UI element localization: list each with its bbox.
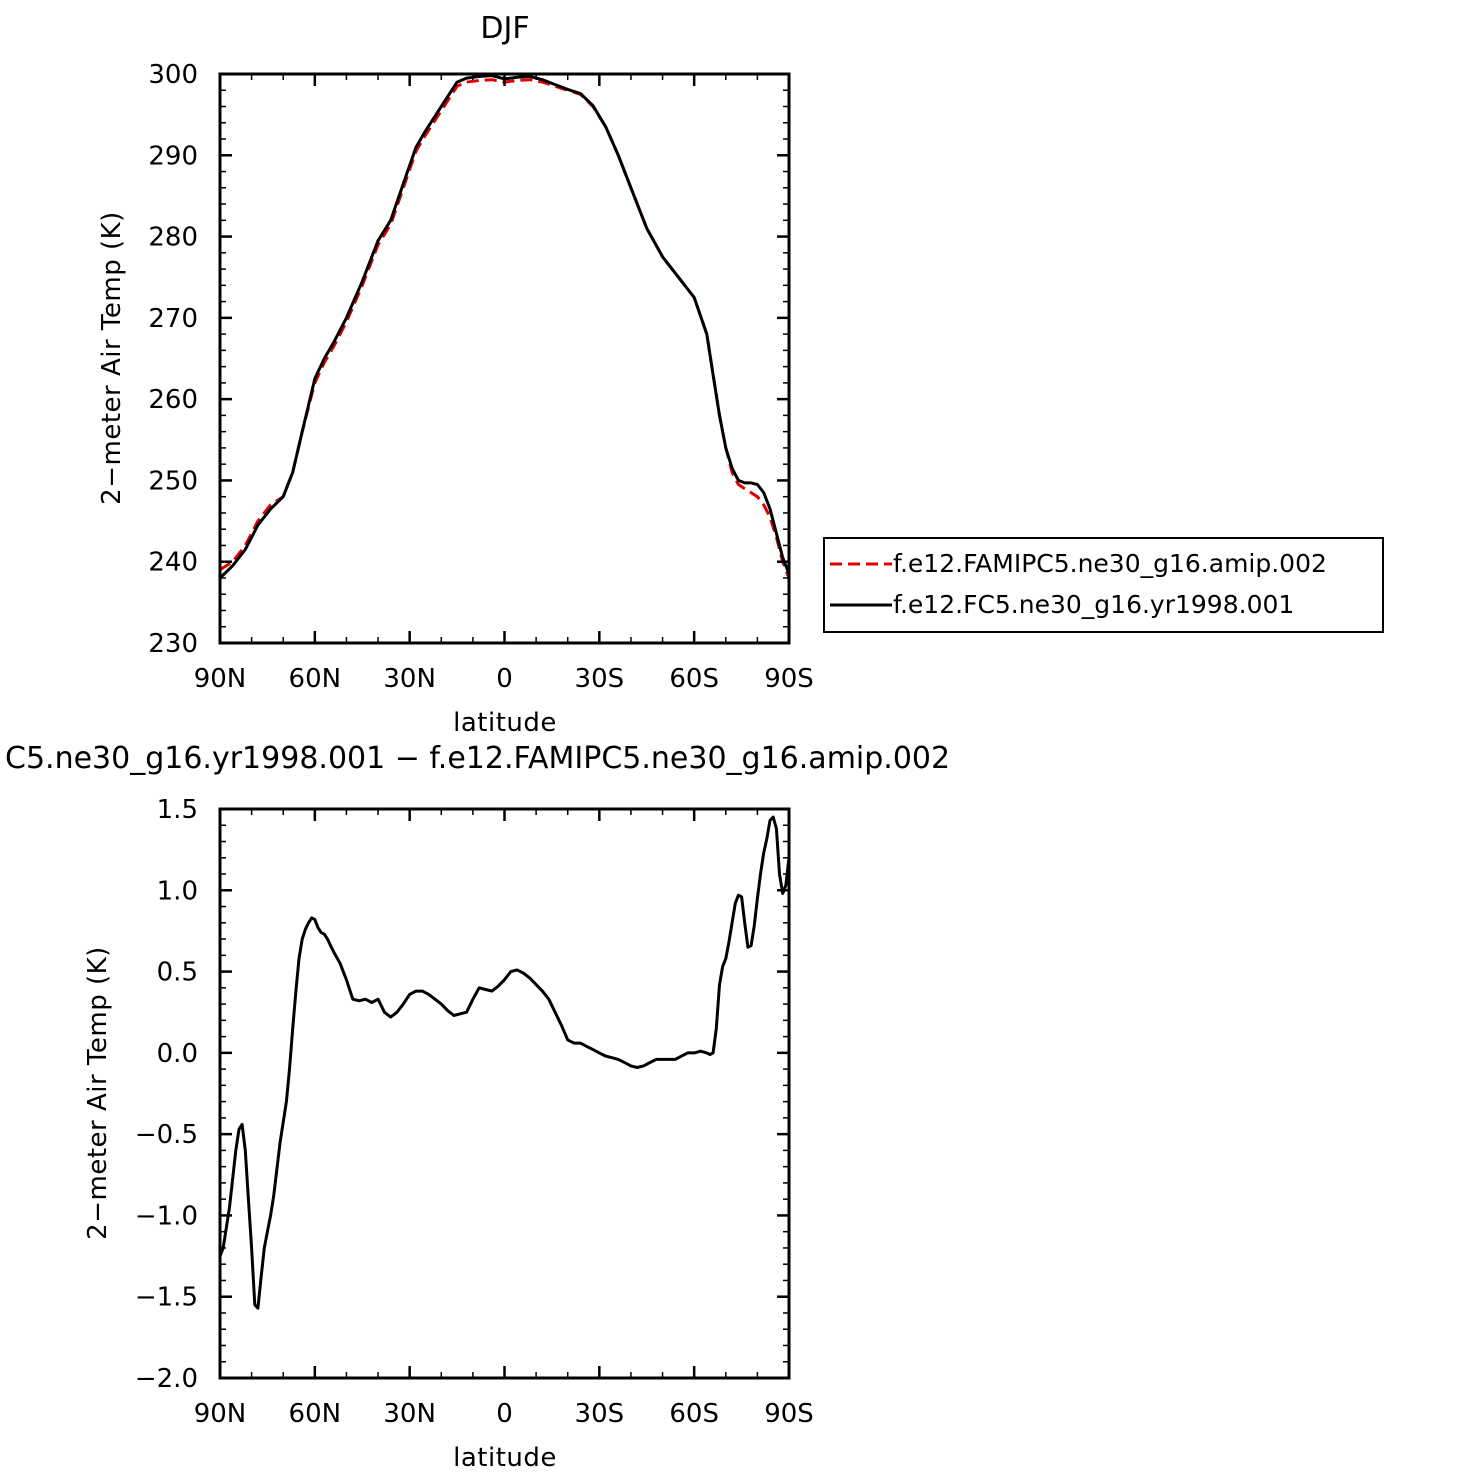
top-y-tick-label: 270: [148, 304, 198, 334]
top-x-tick-label: 30S: [575, 664, 625, 694]
top-plot-frame: [218, 72, 791, 645]
bottom-x-tick-label: 60N: [289, 1399, 342, 1429]
bottom-series-line-0: [218, 815, 791, 1310]
top-panel-axes: 90N 60N 30N 0 30S 60S 90S 230 240 250 260 270 280 290…: [148, 60, 813, 694]
bottom-y-axis-label: 2−meter Air Temp (K): [83, 946, 113, 1240]
bottom-x-tick-label: 90S: [764, 1399, 814, 1429]
bottom-x-tick-label: 60S: [669, 1399, 719, 1429]
bottom-y-tick-label: −1.0: [135, 1201, 198, 1231]
bottom-x-tick-label: 30N: [383, 1399, 436, 1429]
bottom-panel: C5.ne30_g16.yr1998.001 − f.e12.FAMIPC5.n…: [5, 741, 950, 1473]
bottom-plot-frame: [218, 807, 791, 1380]
top-y-tick-label: 300: [148, 60, 198, 90]
top-x-tick-label: 30N: [383, 664, 436, 694]
top-panel-title: DJF: [480, 11, 529, 46]
top-x-tick-label: 90S: [764, 664, 814, 694]
top-y-axis-label: 2−meter Air Temp (K): [97, 211, 127, 505]
top-x-axis-label: latitude: [453, 708, 557, 738]
bottom-panel-series: [218, 815, 791, 1310]
bottom-x-tick-label: 30S: [575, 1399, 625, 1429]
bottom-panel-axes: 90N 60N 30N 0 30S 60S 90S −2.0 −1.5 −1.0 −0.5 0.0 0.…: [135, 795, 814, 1429]
bottom-y-tick-label: 1.0: [157, 876, 198, 906]
legend-entry-yr1998: f.e12.FC5.ne30_g16.yr1998.001: [893, 590, 1294, 619]
top-y-tick-label: 280: [148, 223, 198, 253]
legend-entry-amip: f.e12.FAMIPC5.ne30_g16.amip.002: [893, 549, 1327, 578]
bottom-x-axis-label: latitude: [453, 1443, 557, 1473]
bottom-y-tick-label: −0.5: [135, 1120, 198, 1150]
bottom-y-tick-label: −2.0: [135, 1364, 198, 1394]
top-y-tick-label: 240: [148, 548, 198, 578]
legend: f.e12.FAMIPC5.ne30_g16.amip.002 f.e12.FC…: [823, 537, 1384, 633]
bottom-y-tick-label: −1.5: [135, 1283, 198, 1313]
bottom-x-tick-label: 0: [496, 1399, 513, 1429]
top-y-tick-label: 290: [148, 141, 198, 171]
top-x-tick-label: 0: [496, 664, 513, 694]
top-x-tick-label: 60N: [289, 664, 342, 694]
bottom-x-tick-label: 90N: [194, 1399, 247, 1429]
bottom-y-tick-label: 0.5: [157, 958, 198, 988]
top-panel-series: [218, 74, 791, 580]
top-x-tick-label: 60S: [669, 664, 719, 694]
top-x-tick-label: 90N: [194, 664, 247, 694]
top-panel: DJF 90N 60N 30N 0 30S 60S 90S 230 240 250 260 270 28…: [97, 11, 814, 738]
bottom-panel-title: C5.ne30_g16.yr1998.001 − f.e12.FAMIPC5.n…: [5, 741, 950, 776]
bottom-y-tick-label: 1.5: [157, 795, 198, 825]
legend-box: [823, 537, 1384, 633]
top-y-tick-label: 250: [148, 466, 198, 496]
bottom-y-tick-label: 0.0: [157, 1039, 198, 1069]
top-y-tick-label: 230: [148, 629, 198, 659]
top-y-tick-label: 260: [148, 385, 198, 415]
top-series-line-1: [218, 74, 791, 580]
